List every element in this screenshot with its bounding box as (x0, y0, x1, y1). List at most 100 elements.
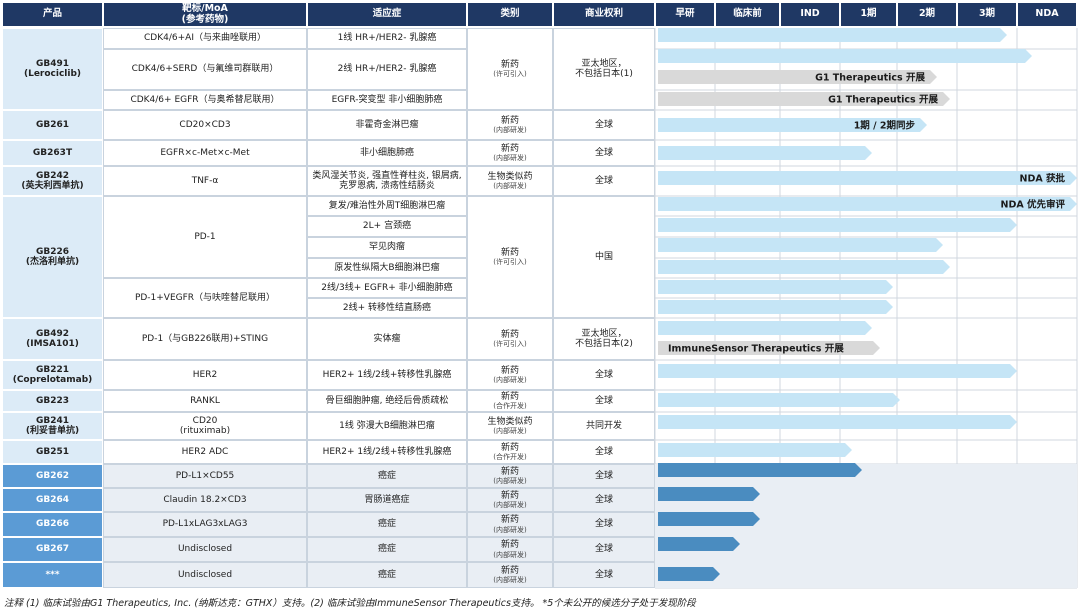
indication-text: 1线 弥漫大B细胞淋巴瘤 (339, 420, 435, 431)
category-text: 生物类似药 (487, 171, 533, 182)
progress-arrow (658, 512, 760, 526)
product-cell: GB492 (IMSA101) (2, 318, 103, 360)
rights-text: 全球 (594, 494, 613, 505)
header-text: IND (800, 8, 820, 20)
indication-text: 癌症 (377, 544, 396, 555)
indication-cell: 胃肠道癌症 (307, 488, 467, 512)
rights-text: 中国 (594, 251, 613, 262)
indication-cell: 类风湿关节炎, 强直性脊柱炎, 银屑病, 克罗恩病, 溃疡性结肠炎 (307, 166, 467, 196)
target-cell: CDK4/6+ EGFR（与奥希替尼联用） (103, 90, 307, 110)
header-cell: 2期 (897, 2, 957, 27)
header-cell: 产品 (2, 2, 103, 27)
header-text: 靶标/MoA (182, 2, 228, 14)
category-text: 新药 (500, 365, 519, 376)
rights-text: 全球 (594, 470, 613, 481)
product-name: GB262 (35, 470, 70, 481)
progress-arrow (658, 197, 1077, 211)
target-text: RANKL (190, 395, 220, 406)
indication-text: 胃肠道癌症 (364, 494, 410, 505)
indication-text: 实体瘤 (373, 333, 401, 344)
indication-text: HER2+ 1线/2线+转移性乳腺癌 (322, 446, 452, 457)
indication-cell: 2线/3线+ EGFR+ 非小细胞肺癌 (307, 278, 467, 298)
progress-arrow (658, 567, 720, 581)
rights-text: 全球 (594, 147, 613, 158)
product-cell: GB264 (2, 488, 103, 512)
category-note: (内部研发) (493, 427, 527, 436)
product-name: GB226 (35, 246, 70, 257)
rights-text: 全球 (594, 446, 613, 457)
header-text: 商业权利 (584, 8, 623, 20)
rights-cell: 全球 (553, 537, 655, 562)
row-bg (655, 562, 1077, 588)
product-name: GB266 (35, 519, 70, 530)
product-cell: GB223 (2, 390, 103, 412)
product-cell: GB266 (2, 512, 103, 537)
product-name: GB492 (35, 328, 70, 339)
rights-cell: 全球 (553, 512, 655, 537)
category-cell: 新药 (内部研发) (467, 562, 553, 588)
indication-cell: 1线 弥漫大B细胞淋巴瘤 (307, 412, 467, 440)
indication-cell: 非霍奇金淋巴瘤 (307, 110, 467, 140)
header-cell: NDA (1017, 2, 1077, 27)
indication-cell: 癌症 (307, 512, 467, 537)
category-cell: 新药 (内部研发) (467, 537, 553, 562)
indication-cell: 原发性纵隔大B细胞淋巴瘤 (307, 258, 467, 278)
indication-text: 骨巨细胞肿瘤, 绝经后骨质疏松 (325, 395, 449, 406)
category-text: 新药 (500, 59, 519, 70)
target-text: PD-L1xLAG3xLAG3 (162, 519, 248, 530)
arrow-label: NDA 优先审评 (1001, 199, 1066, 211)
header-text: 临床前 (733, 8, 762, 20)
target-cell: HER2 (103, 360, 307, 390)
progress-arrow (658, 92, 950, 106)
indication-cell: 癌症 (307, 464, 467, 488)
target-cell: PD-L1xLAG3xLAG3 (103, 512, 307, 537)
target-cell: EGFR×c-Met×c-Met (103, 140, 307, 166)
indication-text: 2线+ 转移性结直肠癌 (342, 302, 432, 313)
product-name: GB491 (35, 58, 70, 69)
progress-arrow (658, 171, 1077, 185)
product-cell: GB262 (2, 464, 103, 488)
target-cell: RANKL (103, 390, 307, 412)
category-cell: 生物类似药 (内部研发) (467, 166, 553, 196)
rights-text: 全球 (594, 519, 613, 530)
header-cell: 临床前 (715, 2, 780, 27)
arrow-label: ImmuneSensor Therapeutics 开展 (668, 344, 844, 355)
target-text: PD-1+VEGFR（与呋喹替尼联用） (134, 292, 276, 303)
target-cell: Undisclosed (103, 562, 307, 588)
header-cell: 靶标/MoA (参考药物) (103, 2, 307, 27)
target-cell: CD20 (rituximab) (103, 412, 307, 440)
arrow-label: NDA 获批 (1020, 173, 1066, 185)
rights-cell: 全球 (553, 488, 655, 512)
target-text: HER2 (192, 369, 218, 380)
indication-cell: 癌症 (307, 562, 467, 588)
category-cell: 新药 (许可引入) (467, 28, 553, 110)
arrow-label: G1 Therapeutics 开展 (815, 73, 925, 84)
target-text: CDK4/6+SERD（与氟维司群联用） (131, 64, 279, 75)
target-text: PD-1 (194, 231, 216, 242)
rights-text: 全球 (594, 569, 613, 580)
category-cell: 新药 (许可引入) (467, 196, 553, 318)
product-cell: GB226 (杰洛利单抗) (2, 196, 103, 318)
indication-text: 2线/3线+ EGFR+ 非小细胞肺癌 (321, 282, 453, 293)
target-note: (rituximab) (179, 426, 231, 436)
progress-arrow (658, 341, 880, 355)
rights-text: 亚太地区， (581, 328, 627, 339)
indication-text: 癌症 (377, 470, 396, 481)
header-text: 早研 (675, 8, 695, 20)
category-cell: 新药 (内部研发) (467, 488, 553, 512)
target-text: CD20×CD3 (179, 119, 231, 130)
category-note: (许可引入) (493, 70, 527, 79)
target-cell: Claudin 18.2×CD3 (103, 488, 307, 512)
progress-arrow (658, 321, 872, 335)
indication-text: 癌症 (377, 569, 396, 580)
target-cell: CDK4/6+SERD（与氟维司群联用） (103, 49, 307, 90)
progress-arrow (658, 415, 1017, 429)
indication-cell: 2L+ 宫颈癌 (307, 216, 467, 237)
category-text: 新药 (500, 490, 519, 501)
header-text: NDA (1035, 8, 1059, 20)
product-name: GB242 (35, 170, 70, 181)
target-text: Undisclosed (177, 569, 233, 580)
target-text: PD-L1×CD55 (175, 470, 235, 481)
progress-arrow (658, 487, 760, 501)
product-cell: GB242 (英夫利西单抗) (2, 166, 103, 196)
